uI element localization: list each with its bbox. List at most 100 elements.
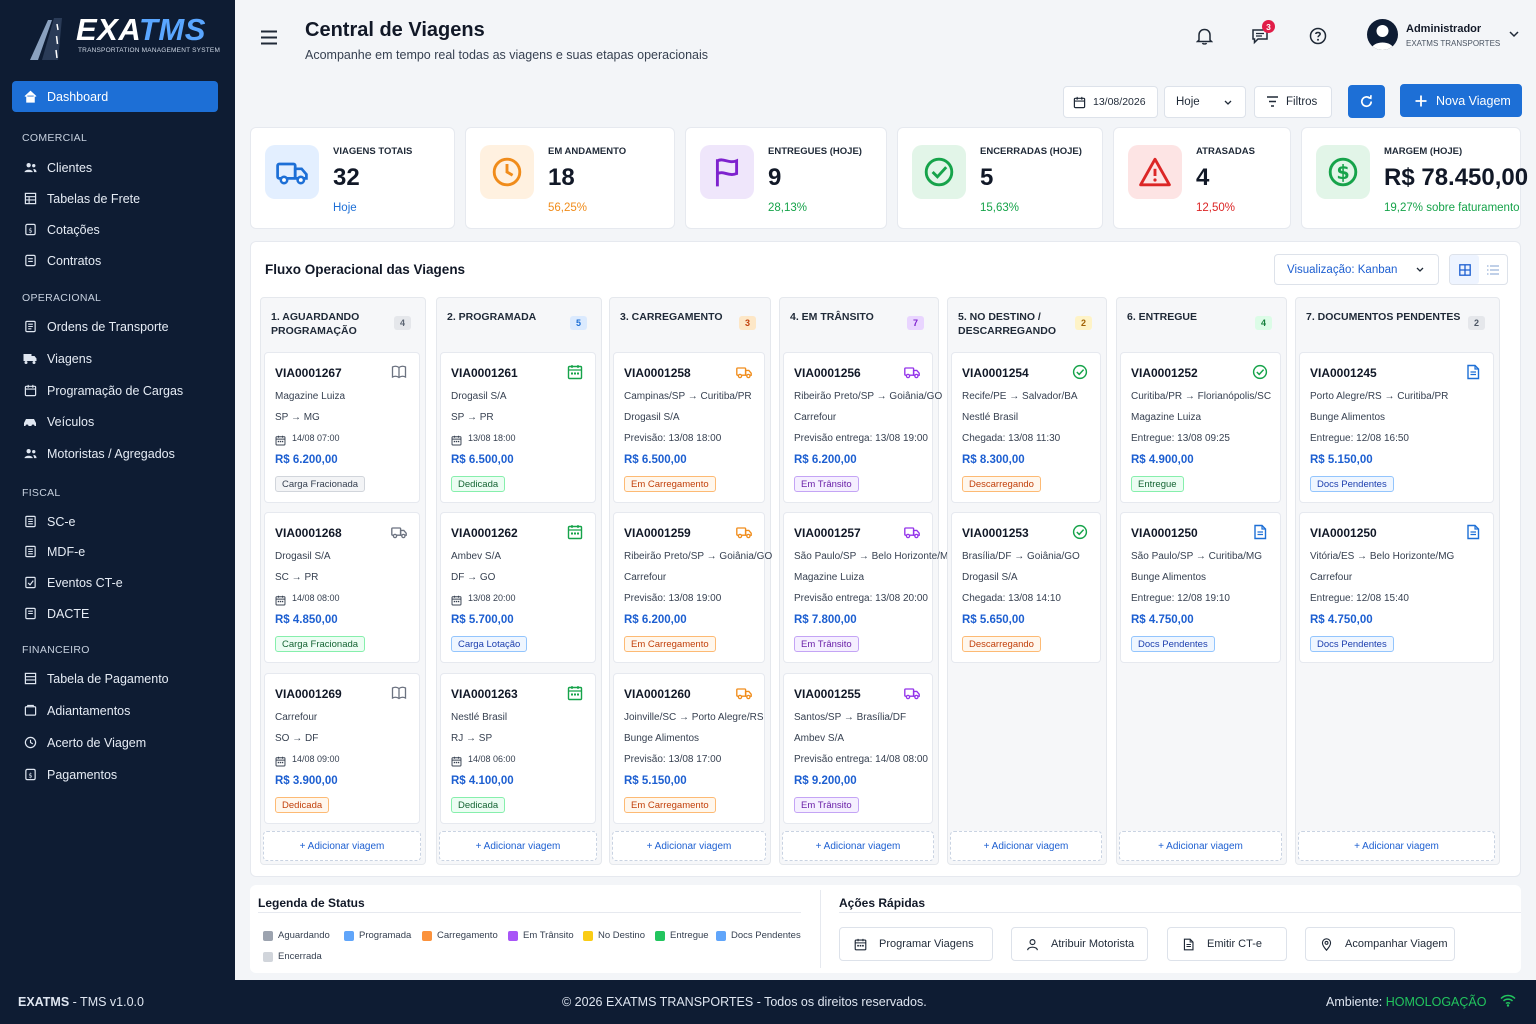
- trip-id: VIA0001259: [624, 526, 691, 540]
- add-trip-button[interactable]: + Adicionar viagem: [612, 831, 766, 861]
- trip-card[interactable]: VIA0001256 Ribeirão Preto/SP → Goiânia/G…: [783, 352, 942, 503]
- sidebar-item-programacao-de-cargas[interactable]: Programação de Cargas: [12, 375, 218, 406]
- trip-line-3: Previsão: 13/08 17:00: [624, 754, 722, 765]
- quick-action-button[interactable]: Programar Viagens: [839, 927, 993, 961]
- trip-card[interactable]: VIA0001250 Vitória/ES → Belo Horizonte/M…: [1299, 512, 1494, 663]
- trip-card[interactable]: VIA0001258 Campinas/SP → Curitiba/PR Dro…: [613, 352, 765, 503]
- trip-card[interactable]: VIA0001254 Recife/PE → Salvador/BA Nestl…: [951, 352, 1101, 503]
- legend-item: Entregue: [655, 930, 709, 941]
- new-trip-button[interactable]: Nova Viagem: [1400, 84, 1522, 117]
- sidebar-item-ordens-de-transporte[interactable]: Ordens de Transporte: [12, 311, 218, 342]
- trip-card[interactable]: VIA0001268 Drogasil S/A SC → PR 14/08 08…: [264, 512, 420, 663]
- sidebar-item-acerto-de-viagem[interactable]: Acerto de Viagem: [12, 727, 218, 758]
- sidebar-item-pagamentos[interactable]: $ Pagamentos: [12, 759, 218, 790]
- sidebar-item-cotacoes[interactable]: $ Cotações: [12, 214, 218, 245]
- trip-id: VIA0001252: [1131, 366, 1198, 380]
- kpi-card[interactable]: $ MARGEM (HOJE) R$ 78.450,00 19,27% sobr…: [1301, 127, 1528, 229]
- sidebar-item-dashboard[interactable]: Dashboard: [12, 81, 218, 112]
- trip-value: R$ 3.900,00: [275, 775, 338, 787]
- date-picker[interactable]: 13/08/2026: [1063, 86, 1158, 118]
- sidebar-item-viagens[interactable]: Viagens: [12, 343, 218, 374]
- user-company: EXATMS TRANSPORTES: [1406, 39, 1501, 48]
- sidebar-item-label: Tabela de Pagamento: [47, 671, 169, 686]
- quick-action-button[interactable]: Emitir CT-e: [1167, 927, 1287, 961]
- kpi-label: MARGEM (HOJE): [1384, 146, 1463, 157]
- calendar-icon: [275, 593, 286, 606]
- legend-swatch: [716, 930, 726, 941]
- add-trip-button[interactable]: + Adicionar viagem: [782, 831, 934, 861]
- sidebar-item-adiantamentos[interactable]: Adiantamentos: [12, 695, 218, 726]
- sidebar-item-label: DACTE: [47, 606, 90, 621]
- sidebar-item-dacte[interactable]: DACTE: [12, 598, 218, 629]
- trip-value: R$ 4.750,00: [1131, 614, 1194, 626]
- trip-card[interactable]: VIA0001262 Ambev S/A DF → GO 13/08 20:00…: [440, 512, 596, 663]
- legend-label: Docs Pendentes: [731, 930, 801, 941]
- add-trip-button[interactable]: + Adicionar viagem: [950, 831, 1102, 861]
- trip-card[interactable]: VIA0001260 Joinville/SC → Porto Alegre/R…: [613, 673, 765, 824]
- kpi-card[interactable]: ENTREGUES (HOJE) 9 28,13%: [685, 127, 887, 229]
- trip-card[interactable]: VIA0001253 Brasília/DF → Goiânia/GO Drog…: [951, 512, 1101, 663]
- messages-button[interactable]: 3: [1251, 20, 1275, 47]
- view-select[interactable]: Visualização: Kanban: [1274, 254, 1439, 285]
- trip-card[interactable]: VIA0001261 Drogasil S/A SP → PR 13/08 18…: [440, 352, 596, 503]
- calendar-icon: [1073, 96, 1086, 108]
- view-select-label: Visualização: Kanban: [1287, 263, 1398, 276]
- refresh-button[interactable]: [1348, 85, 1385, 118]
- trip-line-1: Nestlé Brasil: [451, 712, 508, 723]
- sidebar-item-eventos-cte[interactable]: Eventos CT-e: [12, 567, 218, 598]
- kpi-card[interactable]: EM ANDAMENTO 18 56,25%: [465, 127, 675, 229]
- legend-item: Em Trânsito: [508, 930, 574, 941]
- warning-icon: [1139, 156, 1171, 188]
- trip-card[interactable]: VIA0001267 Magazine Luiza SP → MG 14/08 …: [264, 352, 420, 503]
- kpi-card[interactable]: ENCERRADAS (HOJE) 5 15,63%: [897, 127, 1103, 229]
- menu-icon[interactable]: [260, 30, 278, 45]
- trip-id: VIA0001250: [1310, 526, 1377, 540]
- view-toggle: [1449, 254, 1508, 285]
- sidebar-item-motoristas[interactable]: Motoristas / Agregados: [12, 438, 218, 469]
- add-trip-button[interactable]: + Adicionar viagem: [1298, 831, 1495, 861]
- trip-line-2: SC → PR: [275, 572, 319, 583]
- add-trip-button[interactable]: + Adicionar viagem: [439, 831, 597, 861]
- filters-button[interactable]: Filtros: [1254, 86, 1332, 118]
- period-select[interactable]: Hoje: [1164, 86, 1246, 118]
- trip-card[interactable]: VIA0001252 Curitiba/PR → Florianópolis/S…: [1120, 352, 1281, 503]
- trip-line-2: Bunge Alimentos: [624, 733, 700, 744]
- sidebar-item-sc-e[interactable]: SC-e: [12, 506, 218, 537]
- sidebar-section-financeiro: FINANCEIRO: [22, 644, 90, 656]
- trip-card[interactable]: VIA0001263 Nestlé Brasil RJ → SP 14/08 0…: [440, 673, 596, 824]
- quick-action-button[interactable]: Atribuir Motorista: [1011, 927, 1148, 961]
- trip-card[interactable]: VIA0001257 São Paulo/SP → Belo Horizonte…: [783, 512, 956, 663]
- trip-card[interactable]: VIA0001250 São Paulo/SP → Curitiba/MG Bu…: [1120, 512, 1281, 663]
- trip-card[interactable]: VIA0001245 Porto Alegre/RS → Curitiba/PR…: [1299, 352, 1494, 503]
- kpi-subtext: 12,50%: [1196, 202, 1236, 214]
- sidebar-item-tabela-de-pagamento[interactable]: Tabela de Pagamento: [12, 663, 218, 694]
- sidebar-item-contratos[interactable]: Contratos: [12, 245, 218, 276]
- sidebar-item-label: Adiantamentos: [47, 703, 131, 718]
- sidebar-item-mdf-e[interactable]: MDF-e: [12, 536, 218, 567]
- quick-action-button[interactable]: Acompanhar Viagem: [1305, 927, 1455, 961]
- advance-icon: [23, 704, 37, 718]
- sidebar-item-clientes[interactable]: Clientes: [12, 152, 218, 183]
- list-view-button[interactable]: [1479, 255, 1507, 284]
- avatar: [1367, 19, 1398, 50]
- help-icon[interactable]: [1309, 27, 1327, 45]
- sidebar-item-tabelas-de-frete[interactable]: Tabelas de Frete: [12, 183, 218, 214]
- trip-line-1: Ribeirão Preto/SP → Goiânia/GO: [794, 391, 943, 402]
- user-menu[interactable]: Administrador EXATMS TRANSPORTES: [1367, 19, 1535, 55]
- trip-card[interactable]: VIA0001269 Carrefour SO → DF 14/08 09:00…: [264, 673, 420, 824]
- trip-card[interactable]: VIA0001255 Santos/SP → Brasília/DF Ambev…: [783, 673, 933, 824]
- kanban-view-button[interactable]: [1450, 255, 1479, 284]
- brand-prefix: EXA: [76, 12, 139, 47]
- kpi-card[interactable]: ATRASADAS 4 12,50%: [1113, 127, 1291, 229]
- bell-icon[interactable]: [1196, 27, 1213, 45]
- add-trip-button[interactable]: + Adicionar viagem: [1119, 831, 1282, 861]
- kpi-card[interactable]: VIAGENS TOTAIS 32 Hoje: [250, 127, 455, 229]
- sidebar-item-veiculos[interactable]: Veículos: [12, 406, 218, 437]
- trip-card[interactable]: VIA0001259 Ribeirão Preto/SP → Goiânia/G…: [613, 512, 772, 663]
- add-trip-button[interactable]: + Adicionar viagem: [263, 831, 421, 861]
- trip-line-2: Bunge Alimentos: [1131, 572, 1207, 583]
- orders-icon: [23, 320, 37, 334]
- brand-logo[interactable]: EXATMS TRANSPORTATION MANAGEMENT SYSTEM: [28, 12, 220, 62]
- trip-value: R$ 5.150,00: [624, 775, 687, 787]
- legend-swatch: [655, 930, 665, 941]
